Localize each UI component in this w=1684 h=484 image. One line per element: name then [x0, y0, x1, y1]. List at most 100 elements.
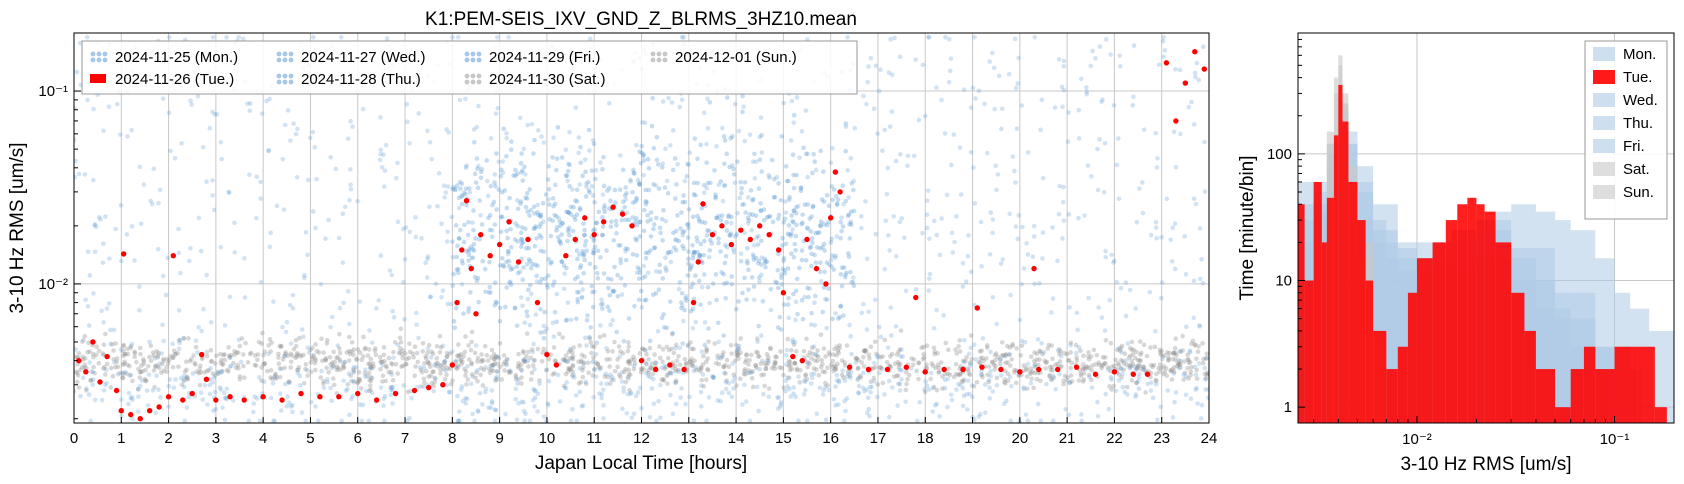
scatter-point [1023, 412, 1029, 417]
scatter-point [812, 252, 817, 258]
scatter-point [550, 283, 556, 288]
scatter-point [699, 349, 705, 354]
scatter-point [706, 339, 711, 344]
scatter-point [445, 365, 450, 371]
scatter-point [577, 207, 583, 213]
scatter-point [710, 281, 716, 286]
histogram-bar-tue [1535, 369, 1556, 423]
scatter-point [726, 214, 731, 220]
scatter-point [755, 261, 761, 266]
scatter-point [1003, 352, 1009, 357]
scatter-point [658, 382, 663, 388]
scatter-point [325, 376, 330, 382]
scatter-point [355, 198, 360, 204]
scatter-point [478, 175, 484, 181]
scatter-point [532, 225, 538, 231]
scatter-point [844, 396, 850, 401]
scatter-point [1078, 371, 1084, 376]
scatter-point [958, 192, 964, 197]
scatter-point [515, 223, 521, 229]
scatter-point [623, 379, 629, 385]
scatter-point [749, 375, 755, 381]
scatter-point [84, 34, 90, 40]
histogram-bar-tue [1457, 204, 1468, 423]
scatter-point [319, 336, 324, 341]
scatter-point [320, 381, 326, 386]
scatter-point [660, 347, 666, 352]
scatter-point [581, 254, 586, 259]
scatter-point [303, 418, 309, 423]
scatter-point [1154, 417, 1160, 423]
scatter-point [549, 259, 554, 265]
scatter-point [877, 324, 882, 330]
histogram-legend-label: Thu. [1623, 115, 1653, 132]
scatter-point [568, 348, 573, 353]
scatter-point [723, 371, 728, 376]
scatter-point [582, 354, 587, 359]
scatter-point [1009, 383, 1014, 389]
scatter-point [660, 276, 666, 281]
scatter-point [348, 182, 353, 187]
scatter-point [1096, 360, 1102, 365]
scatter-point [1202, 371, 1208, 377]
scatter-point [698, 368, 703, 374]
scatter-point [577, 389, 583, 395]
scatter-point [502, 304, 508, 310]
scatter-point [704, 347, 710, 353]
scatter-point [791, 208, 797, 214]
scatter-point [202, 383, 208, 388]
scatter-point [834, 378, 840, 383]
scatter-point [779, 134, 785, 139]
scatter-point [494, 377, 500, 382]
scatter-point [151, 353, 156, 359]
scatter-point [445, 184, 451, 189]
scatter-point [591, 247, 596, 253]
scatter-point [567, 356, 573, 361]
histogram-bar-tue [1595, 369, 1615, 423]
scatter-point [544, 282, 550, 288]
scatter-point [523, 411, 528, 417]
scatter-point [740, 290, 745, 296]
scatter-point [787, 359, 793, 364]
scatter-point [214, 353, 219, 359]
scatter-point [671, 230, 676, 236]
scatter-point [373, 346, 378, 351]
scatter-point [226, 369, 231, 374]
scatter-point [89, 369, 94, 374]
scatter-point [307, 135, 313, 141]
scatter-point [987, 59, 992, 64]
scatter-point [170, 355, 176, 360]
scatter-point [1109, 377, 1114, 382]
scatter-point [464, 396, 470, 402]
scatter-point [1008, 418, 1014, 423]
scatter-point [1014, 346, 1019, 351]
scatter-point [531, 204, 537, 210]
scatter-point [956, 344, 961, 349]
scatter-point [179, 141, 184, 146]
scatter-point [574, 212, 580, 217]
scatter-point [606, 101, 612, 106]
scatter-point [508, 267, 514, 272]
scatter-point [630, 251, 636, 257]
scatter-point [738, 336, 743, 341]
scatter-point [1036, 362, 1041, 368]
scatter-point [755, 350, 761, 355]
histogram-bar-tue [1298, 204, 1305, 423]
scatter-point [932, 351, 938, 357]
scatter-point [504, 285, 509, 290]
scatter-point [329, 365, 334, 371]
scatter-point [649, 123, 655, 129]
scatter-point [623, 249, 628, 254]
scatter-point [576, 150, 581, 156]
scatter-point [593, 167, 599, 173]
scatter-point [753, 213, 759, 218]
scatter-point [722, 370, 727, 376]
scatter-point [1169, 377, 1175, 382]
scatter-point [550, 372, 555, 377]
scatter-point [893, 158, 899, 164]
scatter-point [137, 164, 143, 170]
scatter-point [706, 254, 712, 260]
scatter-point [832, 366, 838, 372]
scatter-point [239, 336, 245, 341]
scatter-point [599, 395, 604, 401]
